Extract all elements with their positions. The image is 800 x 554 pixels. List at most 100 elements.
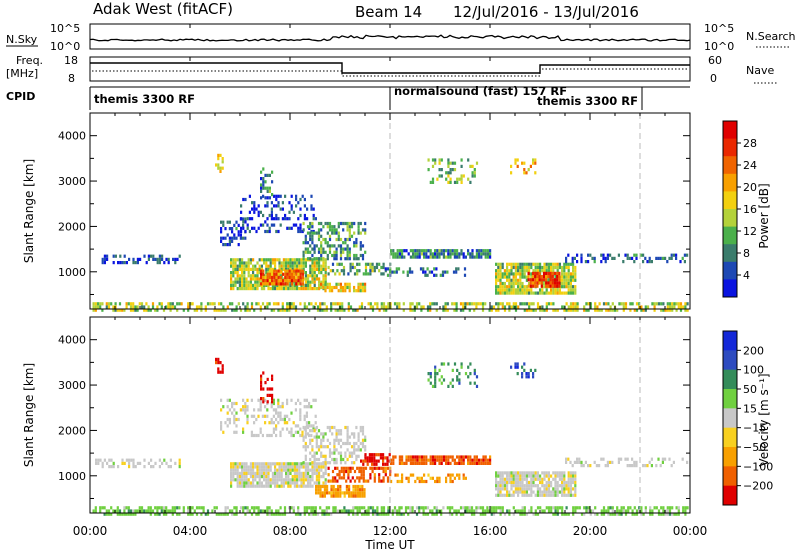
heatmap-cell bbox=[342, 221, 345, 226]
heatmap-cell bbox=[490, 305, 493, 309]
heatmap-cell bbox=[434, 384, 437, 388]
heatmap-cell bbox=[276, 481, 279, 485]
heatmap-cell bbox=[247, 283, 250, 287]
velocity-y-axis-label: Slant Range [km] bbox=[22, 363, 36, 467]
heatmap-cell bbox=[449, 255, 452, 259]
heatmap-cell bbox=[304, 241, 307, 245]
heatmap-cell bbox=[409, 473, 412, 477]
heatmap-cell bbox=[333, 448, 336, 452]
heatmap-cell bbox=[497, 506, 500, 510]
heatmap-cell bbox=[326, 282, 329, 286]
heatmap-cell bbox=[414, 479, 417, 484]
heatmap-cell bbox=[497, 302, 500, 306]
heatmap-cell bbox=[349, 479, 352, 483]
heatmap-cell bbox=[517, 477, 520, 481]
heatmap-cell bbox=[449, 381, 452, 385]
heatmap-cell bbox=[333, 451, 336, 455]
heatmap-cell bbox=[378, 473, 381, 477]
heatmap-cell bbox=[301, 308, 304, 312]
heatmap-cell bbox=[431, 384, 435, 388]
heatmap-cell bbox=[334, 494, 337, 498]
heatmap-cell bbox=[326, 461, 329, 465]
heatmap-cell bbox=[282, 258, 285, 262]
heatmap-cell bbox=[473, 461, 476, 465]
heatmap-cell bbox=[353, 285, 356, 290]
heatmap-cell bbox=[373, 476, 376, 480]
heatmap-cell bbox=[258, 271, 261, 275]
heatmap-cell bbox=[519, 474, 522, 478]
heatmap-cell bbox=[525, 512, 529, 516]
heatmap-cell bbox=[231, 512, 234, 516]
heatmap-cell bbox=[396, 249, 399, 253]
heatmap-cell bbox=[433, 506, 436, 510]
heatmap-cell bbox=[310, 204, 313, 208]
heatmap-cell bbox=[347, 512, 350, 516]
heatmap-cell bbox=[326, 225, 329, 229]
heatmap-cell bbox=[322, 264, 325, 268]
heatmap-cell bbox=[327, 479, 330, 483]
heatmap-cell bbox=[282, 478, 285, 482]
heatmap-cell bbox=[506, 480, 509, 485]
heatmap-cell bbox=[382, 308, 386, 312]
heatmap-cell bbox=[324, 289, 327, 293]
heatmap-cell bbox=[388, 453, 391, 457]
heatmap-cell bbox=[473, 171, 476, 175]
heatmap-cell bbox=[565, 487, 568, 491]
heatmap-cell bbox=[442, 455, 445, 459]
heatmap-cell bbox=[552, 493, 555, 497]
heatmap-cell bbox=[357, 432, 360, 436]
heatmap-cell bbox=[330, 302, 333, 306]
heatmap-cell bbox=[532, 477, 535, 481]
heatmap-cell bbox=[607, 512, 610, 516]
heatmap-cell bbox=[260, 170, 263, 174]
heatmap-cell bbox=[252, 475, 255, 479]
heatmap-cell bbox=[489, 249, 492, 253]
heatmap-cell bbox=[213, 302, 216, 306]
heatmap-cell bbox=[217, 302, 221, 306]
heatmap-cell bbox=[589, 253, 592, 257]
heatmap-cell bbox=[446, 506, 449, 510]
heatmap-cell bbox=[547, 284, 550, 288]
heatmap-cell bbox=[245, 261, 248, 265]
heatmap-cell bbox=[530, 275, 533, 279]
heatmap-cell bbox=[484, 455, 487, 459]
heatmap-cell bbox=[414, 458, 417, 462]
heatmap-cell bbox=[360, 305, 364, 309]
heatmap-cell bbox=[442, 252, 445, 256]
heatmap-cell bbox=[563, 262, 566, 266]
heatmap-cell bbox=[339, 247, 343, 251]
heatmap-cell bbox=[276, 475, 279, 479]
colorbar-tick-label: −200 bbox=[743, 480, 773, 493]
heatmap-cell bbox=[260, 475, 263, 479]
colorbar-tick-label: 100 bbox=[743, 364, 764, 377]
heatmap-cell bbox=[305, 421, 308, 425]
heatmap-cell bbox=[315, 267, 318, 271]
heatmap-cell bbox=[304, 475, 307, 479]
heatmap-cell bbox=[249, 258, 252, 262]
heatmap-cell bbox=[462, 252, 465, 256]
heatmap-cell bbox=[349, 305, 353, 309]
heatmap-cell bbox=[320, 253, 323, 258]
heatmap-cell bbox=[447, 171, 450, 175]
heatmap-cell bbox=[415, 512, 419, 516]
heatmap-cell bbox=[320, 228, 323, 232]
heatmap-cell bbox=[302, 264, 305, 268]
heatmap-cell bbox=[486, 461, 489, 465]
heatmap-cell bbox=[616, 506, 619, 510]
heatmap-cell bbox=[249, 274, 252, 278]
heatmap-cell bbox=[499, 480, 502, 485]
heatmap-cell bbox=[231, 236, 234, 240]
heatmap-cell bbox=[460, 164, 463, 168]
heatmap-cell bbox=[600, 308, 603, 312]
heatmap-cell bbox=[456, 378, 459, 382]
velocity-heatmap-cells bbox=[92, 317, 689, 516]
heatmap-cell bbox=[254, 462, 257, 466]
heatmap-cell bbox=[361, 244, 365, 248]
heatmap-cell bbox=[666, 308, 669, 312]
heatmap-cell bbox=[308, 405, 311, 409]
heatmap-cell bbox=[547, 477, 550, 481]
heatmap-cell bbox=[324, 478, 327, 482]
heatmap-cell bbox=[539, 487, 542, 491]
colorbar-swatch bbox=[723, 350, 737, 371]
heatmap-cell bbox=[448, 509, 452, 513]
